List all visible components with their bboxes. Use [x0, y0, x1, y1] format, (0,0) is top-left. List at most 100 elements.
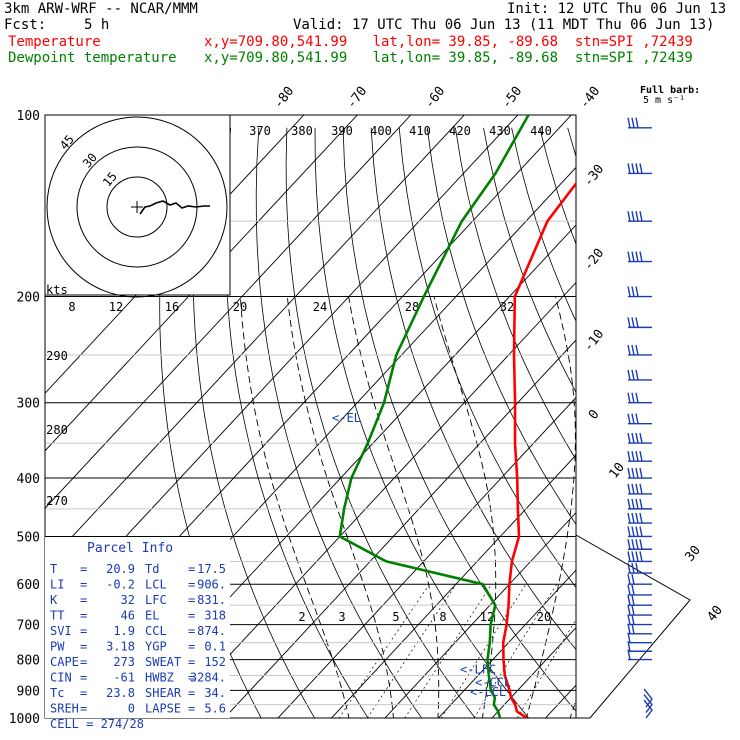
parcel-key-sep: =	[80, 686, 87, 700]
wind-barb-shaft	[643, 694, 653, 713]
wind-barb-flag	[631, 467, 635, 479]
parcel-value: -0.2	[106, 578, 135, 592]
hodograph-ring	[106, 176, 168, 238]
mixing-ratio-label: 3	[338, 610, 345, 624]
forecast-label: Fcst:	[4, 17, 47, 33]
isotherm-label: 30	[683, 543, 704, 565]
wind-barb-flag	[631, 251, 635, 262]
parcel-value: 831.	[197, 593, 226, 607]
wind-barb-flag	[635, 286, 639, 297]
wind-barb-flag	[635, 369, 639, 381]
wind-barb-flag	[631, 604, 635, 616]
model-title: 3km ARW-WRF -- NCAR/MMM	[4, 1, 198, 17]
theta-label: 370	[249, 124, 271, 138]
dry-adiabat	[192, 127, 316, 718]
wind-barb-flag	[631, 562, 635, 574]
wind-barb-flag	[627, 251, 631, 262]
wind-barb-flag	[635, 539, 639, 550]
wind-barb-flag	[635, 512, 639, 524]
isotherm-label: 0	[586, 407, 603, 422]
pressure-label: 400	[17, 472, 40, 487]
parcel-cell: CELL = 274/28	[50, 717, 144, 731]
wind-barb-flag	[639, 539, 643, 550]
pressure-label: 200	[17, 291, 40, 306]
isotherm-line	[223, 339, 576, 718]
isotherm-line	[45, 115, 519, 625]
level-markers: <-EL <-LFC<-CCL<-LCL	[332, 411, 511, 699]
mixing-ratio-label: 8	[439, 610, 446, 624]
plot-frame	[44, 114, 577, 719]
pressure-label: 100	[17, 109, 40, 124]
barb-legend-unit: 5 m s⁻¹	[643, 95, 685, 106]
parcel-key-sep: =	[80, 702, 87, 716]
hodograph-trace	[139, 200, 210, 215]
wind-barb-shaft	[643, 699, 653, 719]
temperature-location: x,y=709.80,541.99 lat,lon= 39.85, -89.68…	[204, 34, 693, 50]
temperature-legend: Temperature	[8, 34, 101, 50]
wind-barb-flag	[627, 623, 631, 634]
moist-adiabat	[525, 296, 576, 718]
parcel-key-sep: =	[80, 593, 87, 607]
dry-adiabat	[370, 127, 576, 651]
mixing-ratio-label: 5	[392, 610, 399, 624]
speed-axis-label: 8	[68, 300, 75, 314]
moist-adiabat	[433, 296, 497, 718]
wind-barb-flag	[631, 483, 635, 495]
dry-adiabat	[224, 127, 369, 718]
moist-adiabat	[286, 296, 394, 718]
parcel-key-sep: =	[188, 686, 195, 700]
speed-axis-label: 32	[500, 300, 514, 314]
wind-barb-flag	[635, 317, 639, 328]
parcel-key-sep: =	[188, 624, 195, 638]
wind-barb-flag	[627, 562, 631, 574]
barb-legend-title: Full barb:	[640, 85, 700, 96]
level-marker: <-CCL	[475, 676, 511, 690]
wind-barb-flag	[627, 344, 631, 356]
isotherm-line	[587, 115, 740, 731]
wind-barb-flag	[631, 584, 635, 596]
parcel-value: 874.	[197, 624, 226, 638]
dry-adiabat	[736, 128, 740, 731]
wind-barb-flag	[639, 551, 643, 562]
wind-barb-flag	[627, 211, 631, 222]
parcel-value: 152	[204, 655, 226, 669]
pressure-label: 700	[17, 619, 40, 634]
theta-label: 400	[370, 124, 392, 138]
wind-barb-flag	[627, 451, 631, 462]
dry-adiabat	[455, 127, 576, 461]
wind-barb-flag	[635, 526, 639, 537]
moist-adiabat	[239, 296, 350, 718]
pressure-label: 500	[17, 530, 40, 545]
dry-adiabat	[483, 127, 576, 394]
speed-axis-label: 24	[313, 300, 327, 314]
speed-axis-label: 12	[109, 300, 123, 314]
isotherm-line	[45, 115, 358, 452]
speed-axis-label: 20	[233, 300, 247, 314]
wind-barb-flag	[627, 369, 631, 381]
moist-adiabat	[348, 296, 440, 718]
parcel-key: LFC	[145, 593, 167, 607]
parcel-info-bg	[45, 537, 230, 718]
wind-barb-flag	[627, 392, 631, 403]
wind-barb-flag	[631, 512, 635, 524]
parcel-key: HWBZ	[145, 671, 174, 685]
isotherm-label: -80	[271, 84, 297, 112]
parcel-key-sep: =	[80, 624, 87, 638]
isotherm-line	[491, 627, 576, 718]
pressure-label: 600	[17, 578, 40, 593]
wind-barb-flag	[635, 467, 639, 479]
theta-label: 420	[449, 124, 471, 138]
theta-label: 280	[46, 423, 68, 437]
wind-barb-flag	[639, 483, 643, 495]
wind-barb-flag	[635, 551, 639, 562]
dry-adiabat	[652, 128, 740, 731]
parcel-key-sep: =	[80, 671, 87, 685]
parcel-key-sep: =	[188, 593, 195, 607]
parcel-key: CIN	[50, 671, 72, 685]
wind-barb-flag	[631, 526, 635, 537]
sounding-traces	[338, 115, 576, 718]
wind-barb-flag	[631, 432, 635, 444]
parcel-value: 5.6	[204, 702, 226, 716]
